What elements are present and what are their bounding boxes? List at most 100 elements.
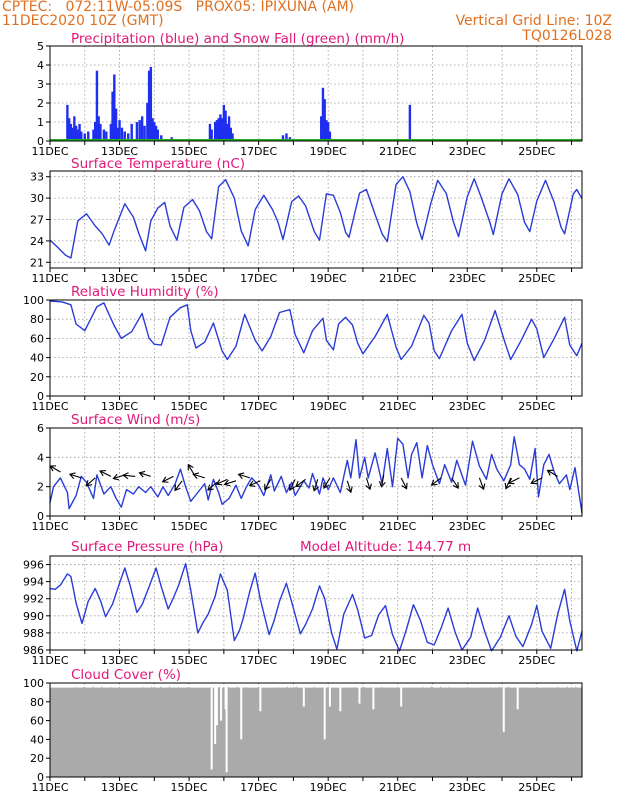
wind-direction-arrow <box>68 472 82 479</box>
run-date: 11DEC2020 10Z (GMT) <box>2 13 164 29</box>
cloud-cover-gap <box>240 683 243 740</box>
x-tick-label: 17DEC <box>240 400 277 413</box>
x-tick-label: 11DEC <box>31 400 68 413</box>
precip-bar <box>222 104 226 141</box>
wind-title: Surface Wind (m/s) <box>71 412 200 428</box>
y-tick-label: 40 <box>30 352 44 365</box>
precip-bar <box>217 118 220 141</box>
precip-bar <box>92 129 95 141</box>
precip-bar <box>160 135 163 141</box>
x-tick-label: 11DEC <box>31 781 68 794</box>
y-tick-label: 21 <box>30 256 44 269</box>
wind-direction-arrow <box>187 463 195 476</box>
wind-direction-arrow <box>223 479 237 487</box>
precip-bar <box>210 129 213 141</box>
x-tick-label: 21DEC <box>379 520 416 533</box>
wind-direction-arrow <box>530 477 543 485</box>
y-tick-label: 4 <box>37 59 44 72</box>
y-tick-label: 20 <box>30 752 44 765</box>
x-tick-label: 21DEC <box>379 654 416 667</box>
precip-bar <box>95 70 99 141</box>
precip-bar <box>97 116 100 141</box>
precip-bar <box>215 120 219 141</box>
temperature-series <box>49 176 583 259</box>
x-tick-label: 19DEC <box>310 654 347 667</box>
wind-direction-arrow <box>451 477 459 489</box>
cloud-cover-gap <box>502 683 505 732</box>
precip-bar <box>135 122 139 141</box>
precip-bar <box>105 131 108 141</box>
precip-bar <box>130 123 133 141</box>
wind-direction-arrow <box>507 477 520 485</box>
x-tick-label: 23DEC <box>449 272 486 285</box>
x-tick-label: 15DEC <box>171 145 208 158</box>
x-tick-label: 13DEC <box>101 400 138 413</box>
precip-bar <box>138 120 141 141</box>
x-tick-label: 19DEC <box>310 145 347 158</box>
precip-bar <box>224 110 227 141</box>
plot-frame <box>49 555 583 651</box>
y-tick-label: 2 <box>37 481 44 494</box>
y-tick-label: 60 <box>30 715 44 728</box>
y-tick-label: 4 <box>37 451 44 464</box>
y-tick-label: 80 <box>30 313 44 326</box>
precip-bar <box>83 133 86 141</box>
y-tick-label: 992 <box>23 593 44 606</box>
precip-bar <box>99 123 102 141</box>
wind-series <box>49 436 583 514</box>
precip-bar <box>73 116 76 141</box>
precip-bar <box>123 131 126 141</box>
cloud-cover-gap <box>358 683 361 704</box>
x-tick-label: 11DEC <box>31 520 68 533</box>
y-tick-label: 0 <box>37 771 44 784</box>
cloud-cover-top-edge <box>50 685 582 694</box>
precip-bar <box>320 116 323 141</box>
precipitation-title: Precipitation (blue) and Snow Fall (gree… <box>71 31 404 47</box>
wind-direction-arrow <box>237 472 251 479</box>
temperature-title: Surface Temperature (nC) <box>71 156 245 172</box>
precip-bar <box>328 131 332 141</box>
humidity-title: Relative Humidity (%) <box>71 284 219 300</box>
wind-direction-arrow <box>400 477 408 490</box>
precip-bar <box>69 123 73 141</box>
cloud-cover-gap <box>339 683 342 712</box>
cloud-cover-gap <box>215 683 218 726</box>
y-tick-label: 988 <box>23 627 44 640</box>
precip-bar <box>408 104 412 141</box>
precip-bar <box>80 131 83 141</box>
precip-bar <box>154 125 158 141</box>
x-tick-label: 19DEC <box>310 781 347 794</box>
precip-bar <box>109 123 113 141</box>
x-tick-label: 25DEC <box>518 520 555 533</box>
precip-bar <box>140 116 144 141</box>
cloud-cover-gap <box>259 683 262 712</box>
y-tick-label: 0 <box>37 510 44 523</box>
precip-bar <box>87 131 90 141</box>
wind-direction-arrow <box>323 477 331 489</box>
precip-bar <box>116 127 120 141</box>
x-tick-label: 11DEC <box>31 145 68 158</box>
wind-direction-arrow <box>161 475 174 483</box>
x-tick-label: 13DEC <box>101 520 138 533</box>
wind-direction-arrow <box>365 477 372 491</box>
wind-direction-arrow <box>85 477 96 487</box>
precip-bar <box>94 122 97 141</box>
precip-bar <box>113 74 116 141</box>
precip-bar <box>285 133 288 141</box>
wind-direction-arrow <box>49 465 61 473</box>
cloud-cover-gap <box>214 683 217 745</box>
precip-bar <box>71 127 74 141</box>
y-tick-label: 990 <box>23 610 44 623</box>
precip-bar <box>149 66 153 141</box>
wind-direction-arrow <box>312 479 319 492</box>
pressure-series <box>49 563 583 652</box>
plot-frame <box>49 299 583 397</box>
cloud-cover-gap <box>516 683 519 710</box>
y-tick-label: 6 <box>37 422 44 435</box>
wind-direction-arrow <box>295 478 306 488</box>
y-tick-label: 100 <box>23 677 44 690</box>
x-tick-label: 25DEC <box>518 400 555 413</box>
station-info: CPTEC: 072:11W-05:09S PROX05: IPIXUNA (A… <box>2 0 355 15</box>
cloud-cover-gap <box>323 683 326 740</box>
wind-direction-arrow <box>138 470 152 478</box>
